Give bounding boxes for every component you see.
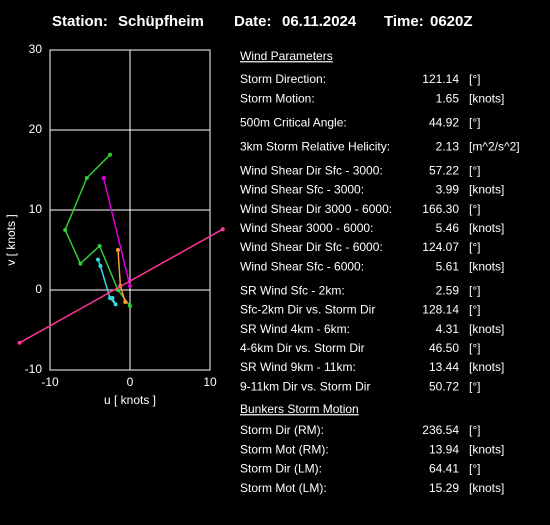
point (84, 176, 89, 180)
station: Schüpfheim (118, 13, 204, 30)
param-unit: [°] (469, 303, 480, 317)
point (128, 284, 132, 288)
param-label: 9-11km Dir vs. Storm Dir (240, 379, 370, 393)
hodograph-line (102, 177, 131, 287)
param-label: Wind Shear 3000 - 6000: (240, 221, 373, 235)
point (78, 261, 83, 266)
param-label: SR Wind Sfc - 2km: (240, 283, 345, 297)
param-label: 3km Storm Relative Helicity: (240, 139, 390, 153)
param-value: 128.14 (422, 303, 459, 317)
param-unit: [knots] (469, 183, 504, 197)
param-unit: [knots] (469, 259, 504, 273)
param-unit: [°] (469, 163, 480, 177)
point (110, 296, 115, 300)
param-value: 64.41 (429, 462, 459, 476)
param-unit: [°] (469, 240, 480, 254)
param-unit: [°] (469, 423, 480, 437)
param-unit: [°] (469, 462, 480, 476)
time-label: Time: (384, 13, 424, 30)
param-value: 50.72 (429, 379, 459, 393)
param-unit: [knots] (469, 322, 504, 336)
param-label: Storm Motion: (240, 91, 315, 105)
param-unit: [m^2/s^2] (469, 139, 520, 153)
point (63, 228, 68, 232)
date: 06.11.2024 (282, 13, 357, 30)
param-value: 5.46 (436, 221, 460, 235)
param-unit: [knots] (469, 442, 504, 456)
param-label: Storm Mot (LM): (240, 481, 327, 495)
param-value: 57.22 (429, 163, 459, 177)
point (128, 304, 132, 308)
param-value: 236.54 (422, 423, 459, 437)
param-unit: [°] (469, 379, 480, 393)
point (98, 264, 103, 268)
param-value: 46.50 (429, 341, 459, 355)
x-tick-label: 0 (127, 375, 134, 389)
point (108, 152, 112, 157)
param-label: Storm Dir (RM): (240, 423, 324, 437)
param-unit: [°] (469, 202, 480, 216)
y-tick-label: 0 (35, 282, 42, 296)
param-label: 4-6km Dir vs. Storm Dir (240, 341, 365, 355)
y-tick-label: 30 (29, 42, 43, 56)
point (17, 340, 22, 345)
station-label: Station: (52, 13, 108, 30)
param-value: 166.30 (422, 202, 459, 216)
param-value: 5.61 (436, 259, 460, 273)
param-value: 2.59 (436, 283, 460, 297)
param-label: Storm Direction: (240, 72, 326, 86)
param-unit: [°] (469, 72, 480, 86)
y-tick-label: 10 (29, 202, 43, 216)
param-unit: [knots] (469, 221, 504, 235)
param-label: Sfc-2km Dir vs. Storm Dir (240, 303, 375, 317)
point (116, 248, 120, 252)
param-unit: [°] (469, 341, 480, 355)
point (123, 300, 128, 304)
param-unit: [knots] (469, 481, 504, 495)
time: 0620Z (430, 13, 473, 30)
param-value: 2.13 (436, 139, 460, 153)
param-value: 4.31 (436, 322, 460, 336)
param-label: Storm Mot (RM): (240, 442, 329, 456)
param-value: 124.07 (422, 240, 459, 254)
point (97, 244, 102, 248)
param-label: Storm Dir (LM): (240, 462, 322, 476)
param-value: 1.65 (436, 91, 460, 105)
point (96, 257, 100, 262)
param-value: 44.92 (429, 115, 459, 129)
param-unit: [knots] (469, 360, 504, 374)
point (220, 227, 225, 232)
param-unit: [°] (469, 283, 480, 297)
x-tick-label: 10 (203, 375, 217, 389)
section-title: Wind Parameters (240, 49, 333, 63)
y-tick-label: -10 (25, 362, 43, 376)
param-unit: [°] (469, 115, 480, 129)
y-tick-label: 20 (29, 122, 43, 136)
param-value: 3.99 (436, 183, 460, 197)
y-axis-label: v [ knots ] (4, 214, 18, 265)
param-label: SR Wind 9km - 11km: (240, 360, 356, 374)
point (101, 176, 106, 180)
section-title: Bunkers Storm Motion (240, 402, 359, 416)
hodograph-line (19, 228, 224, 344)
param-label: SR Wind 4km - 6km: (240, 322, 350, 336)
param-value: 15.29 (429, 481, 459, 495)
param-value: 13.44 (429, 360, 459, 374)
param-label: Wind Shear Sfc - 3000: (240, 183, 364, 197)
param-label: Wind Shear Dir Sfc - 6000: (240, 240, 383, 254)
param-label: Wind Shear Sfc - 6000: (240, 259, 364, 273)
date-label: Date: (234, 13, 272, 30)
param-label: Wind Shear Dir 3000 - 6000: (240, 202, 392, 216)
point (113, 302, 118, 307)
param-value: 121.14 (422, 72, 459, 86)
param-label: Wind Shear Dir Sfc - 3000: (240, 163, 383, 177)
x-axis-label: u [ knots ] (104, 393, 156, 407)
x-tick-label: -10 (41, 375, 59, 389)
param-label: 500m Critical Angle: (240, 115, 347, 129)
param-value: 13.94 (429, 442, 459, 456)
param-unit: [knots] (469, 91, 504, 105)
